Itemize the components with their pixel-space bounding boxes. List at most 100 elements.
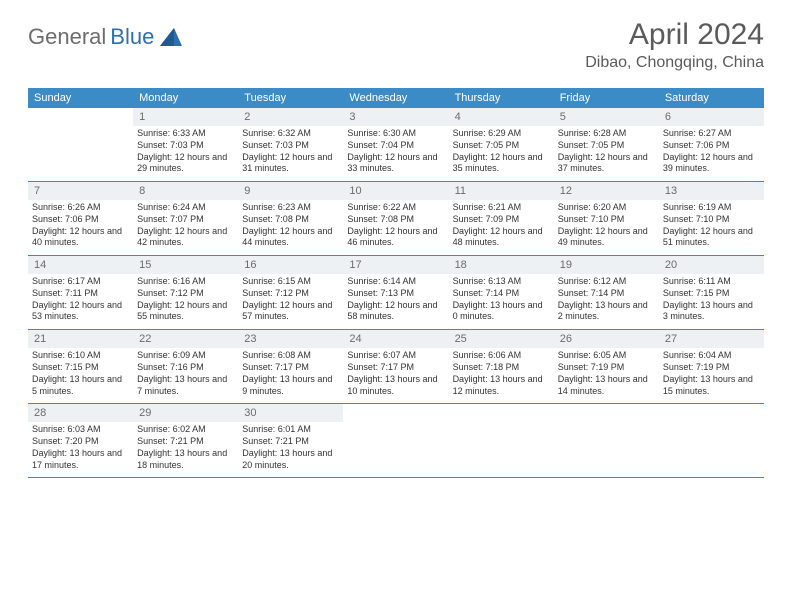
day-number — [554, 404, 659, 423]
day-cell-line: Sunset: 7:21 PM — [137, 436, 234, 448]
day-number: 8 — [133, 182, 238, 201]
day-cell-line: Daylight: 13 hours and 5 minutes. — [32, 374, 129, 397]
day-content-row: Sunrise: 6:03 AMSunset: 7:20 PMDaylight:… — [28, 422, 764, 477]
day-cell-line: Sunset: 7:14 PM — [558, 288, 655, 300]
day-cell-line: Sunset: 7:03 PM — [242, 140, 339, 152]
day-cell-line: Sunrise: 6:27 AM — [663, 128, 760, 140]
day-cell-line: Sunset: 7:09 PM — [453, 214, 550, 226]
day-number: 12 — [554, 182, 659, 201]
day-cell-line: Sunrise: 6:13 AM — [453, 276, 550, 288]
day-cell: Sunrise: 6:27 AMSunset: 7:06 PMDaylight:… — [659, 126, 764, 181]
day-cell-line: Daylight: 13 hours and 10 minutes. — [347, 374, 444, 397]
day-cell-line: Sunset: 7:17 PM — [347, 362, 444, 374]
day-content-row: Sunrise: 6:33 AMSunset: 7:03 PMDaylight:… — [28, 126, 764, 181]
day-cell-line: Daylight: 13 hours and 0 minutes. — [453, 300, 550, 323]
day-cell-line: Sunset: 7:13 PM — [347, 288, 444, 300]
day-cell-line: Daylight: 13 hours and 18 minutes. — [137, 448, 234, 471]
day-cell-line: Sunrise: 6:11 AM — [663, 276, 760, 288]
day-number: 30 — [238, 404, 343, 423]
weekday-header: Tuesday — [238, 88, 343, 108]
day-cell-line: Sunset: 7:15 PM — [32, 362, 129, 374]
day-number: 19 — [554, 256, 659, 275]
week-separator — [28, 477, 764, 478]
day-cell-line: Sunrise: 6:32 AM — [242, 128, 339, 140]
day-number: 1 — [133, 108, 238, 126]
day-cell-line: Sunset: 7:06 PM — [663, 140, 760, 152]
day-cell-line: Daylight: 12 hours and 42 minutes. — [137, 226, 234, 249]
day-cell-line: Sunrise: 6:21 AM — [453, 202, 550, 214]
day-number: 27 — [659, 330, 764, 349]
day-cell: Sunrise: 6:28 AMSunset: 7:05 PMDaylight:… — [554, 126, 659, 181]
day-cell: Sunrise: 6:01 AMSunset: 7:21 PMDaylight:… — [238, 422, 343, 477]
day-number: 18 — [449, 256, 554, 275]
day-number: 16 — [238, 256, 343, 275]
day-cell-line: Daylight: 12 hours and 44 minutes. — [242, 226, 339, 249]
day-cell: Sunrise: 6:09 AMSunset: 7:16 PMDaylight:… — [133, 348, 238, 403]
day-cell-line: Daylight: 13 hours and 14 minutes. — [558, 374, 655, 397]
day-cell-line: Sunrise: 6:03 AM — [32, 424, 129, 436]
title-block: April 2024 Dibao, Chongqing, China — [585, 18, 764, 72]
day-cell-line: Sunset: 7:15 PM — [663, 288, 760, 300]
day-cell-line: Daylight: 12 hours and 40 minutes. — [32, 226, 129, 249]
day-cell-line: Daylight: 12 hours and 46 minutes. — [347, 226, 444, 249]
day-number — [449, 404, 554, 423]
day-number: 28 — [28, 404, 133, 423]
day-cell-line: Daylight: 13 hours and 9 minutes. — [242, 374, 339, 397]
day-number — [343, 404, 448, 423]
day-cell-line: Daylight: 12 hours and 33 minutes. — [347, 152, 444, 175]
day-cell-line: Sunrise: 6:14 AM — [347, 276, 444, 288]
day-cell-line: Daylight: 12 hours and 53 minutes. — [32, 300, 129, 323]
day-cell-line: Sunrise: 6:05 AM — [558, 350, 655, 362]
day-cell: Sunrise: 6:17 AMSunset: 7:11 PMDaylight:… — [28, 274, 133, 329]
day-number: 10 — [343, 182, 448, 201]
day-number: 9 — [238, 182, 343, 201]
day-cell-line: Sunset: 7:05 PM — [453, 140, 550, 152]
day-number: 6 — [659, 108, 764, 126]
day-cell-line: Sunrise: 6:30 AM — [347, 128, 444, 140]
day-cell-line: Sunset: 7:04 PM — [347, 140, 444, 152]
day-cell-line: Daylight: 12 hours and 39 minutes. — [663, 152, 760, 175]
weekday-header: Sunday — [28, 88, 133, 108]
day-cell: Sunrise: 6:33 AMSunset: 7:03 PMDaylight:… — [133, 126, 238, 181]
day-cell: Sunrise: 6:10 AMSunset: 7:15 PMDaylight:… — [28, 348, 133, 403]
day-cell: Sunrise: 6:16 AMSunset: 7:12 PMDaylight:… — [133, 274, 238, 329]
weekday-header: Friday — [554, 88, 659, 108]
header: GeneralBlue April 2024 Dibao, Chongqing,… — [28, 18, 764, 72]
day-content-row: Sunrise: 6:17 AMSunset: 7:11 PMDaylight:… — [28, 274, 764, 329]
calendar-table: Sunday Monday Tuesday Wednesday Thursday… — [28, 88, 764, 478]
day-cell-line: Sunrise: 6:07 AM — [347, 350, 444, 362]
day-cell-line: Sunrise: 6:15 AM — [242, 276, 339, 288]
day-cell-line: Sunset: 7:03 PM — [137, 140, 234, 152]
day-cell-line: Sunrise: 6:24 AM — [137, 202, 234, 214]
day-number: 2 — [238, 108, 343, 126]
day-cell-line: Sunrise: 6:17 AM — [32, 276, 129, 288]
weekday-header: Wednesday — [343, 88, 448, 108]
day-cell-line: Sunrise: 6:08 AM — [242, 350, 339, 362]
day-cell-line: Daylight: 12 hours and 58 minutes. — [347, 300, 444, 323]
day-cell-line: Sunset: 7:06 PM — [32, 214, 129, 226]
day-number: 25 — [449, 330, 554, 349]
location-label: Dibao, Chongqing, China — [585, 54, 764, 72]
day-cell-line: Sunrise: 6:29 AM — [453, 128, 550, 140]
day-number: 15 — [133, 256, 238, 275]
day-cell: Sunrise: 6:14 AMSunset: 7:13 PMDaylight:… — [343, 274, 448, 329]
day-number: 5 — [554, 108, 659, 126]
day-cell-line: Daylight: 12 hours and 37 minutes. — [558, 152, 655, 175]
weekday-header: Saturday — [659, 88, 764, 108]
logo: GeneralBlue — [28, 24, 182, 50]
day-number: 7 — [28, 182, 133, 201]
weekday-header: Thursday — [449, 88, 554, 108]
day-cell-line: Sunset: 7:16 PM — [137, 362, 234, 374]
day-cell-line: Sunset: 7:07 PM — [137, 214, 234, 226]
day-cell-line: Sunrise: 6:16 AM — [137, 276, 234, 288]
day-cell-line: Sunset: 7:18 PM — [453, 362, 550, 374]
day-cell-line: Sunrise: 6:12 AM — [558, 276, 655, 288]
day-number: 3 — [343, 108, 448, 126]
day-cell-line: Daylight: 12 hours and 35 minutes. — [453, 152, 550, 175]
day-cell-line: Sunrise: 6:19 AM — [663, 202, 760, 214]
day-cell-line: Sunrise: 6:28 AM — [558, 128, 655, 140]
weekday-header-row: Sunday Monday Tuesday Wednesday Thursday… — [28, 88, 764, 108]
day-cell-line: Sunrise: 6:26 AM — [32, 202, 129, 214]
day-cell: Sunrise: 6:04 AMSunset: 7:19 PMDaylight:… — [659, 348, 764, 403]
day-cell: Sunrise: 6:26 AMSunset: 7:06 PMDaylight:… — [28, 200, 133, 255]
